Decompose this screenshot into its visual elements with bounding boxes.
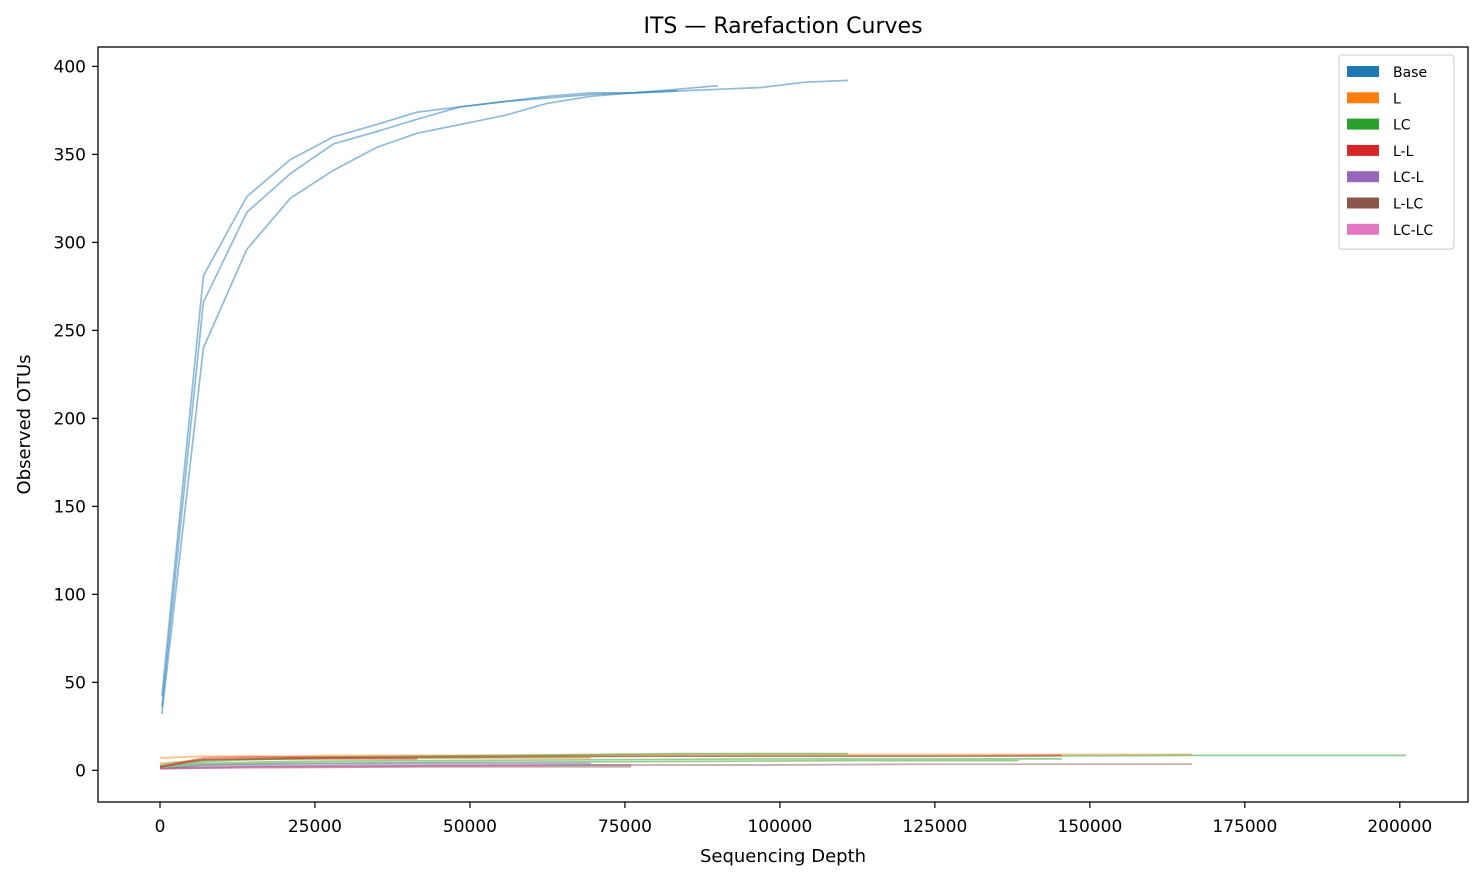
y-tick-label: 200 xyxy=(54,409,86,429)
x-tick-label: 200000 xyxy=(1367,817,1432,837)
legend-swatch-lc-l xyxy=(1347,171,1379,183)
x-axis: 0 25000 50000 75000 100000 125000 150000 175000… xyxy=(155,802,1432,837)
series-line-l-lc-14 xyxy=(159,763,1193,770)
legend-label-base: Base xyxy=(1393,65,1427,81)
legend-label-l: L xyxy=(1393,91,1401,107)
y-tick-label: 100 xyxy=(54,585,86,605)
legend-swatch-l xyxy=(1347,92,1379,104)
series-line-l-l-10 xyxy=(159,754,1063,768)
series-line-base-2 xyxy=(161,90,678,708)
x-tick-label: 0 xyxy=(155,817,166,837)
y-tick-label: 300 xyxy=(54,233,86,253)
series-line-base-1 xyxy=(161,84,718,697)
series-line-lc-lc-16 xyxy=(159,765,548,770)
plot-series-group xyxy=(159,79,1406,770)
x-tick-label: 50000 xyxy=(443,817,497,837)
y-tick-label: 50 xyxy=(64,673,86,693)
series-line-base-3 xyxy=(161,79,849,715)
legend-swatch-lc-lc xyxy=(1347,223,1379,235)
y-axis: 0 50 100 150 200 250 300 350 400 xyxy=(54,57,98,781)
series-line-lc-l-13 xyxy=(159,762,591,770)
x-axis-label: Sequencing Depth xyxy=(700,846,866,867)
x-tick-label: 150000 xyxy=(1057,817,1122,837)
x-tick-label: 100000 xyxy=(747,817,812,837)
chart-title: ITS — Rarefaction Curves xyxy=(643,14,922,39)
legend-swatch-l-l xyxy=(1347,144,1379,156)
legend-label-lc-lc: LC-LC xyxy=(1393,223,1433,239)
y-tick-label: 0 xyxy=(75,761,86,781)
series-line-lc-8 xyxy=(159,758,1062,768)
legend-label-l-l: L-L xyxy=(1393,144,1414,160)
legend-swatch-l-lc xyxy=(1347,197,1379,209)
x-tick-label: 175000 xyxy=(1212,817,1277,837)
x-tick-label: 125000 xyxy=(902,817,967,837)
plot-frame xyxy=(97,46,1469,803)
y-tick-label: 150 xyxy=(54,497,86,517)
x-tick-label: 25000 xyxy=(288,817,342,837)
y-axis-label: Observed OTUs xyxy=(14,354,35,494)
legend-swatch-lc xyxy=(1347,118,1379,130)
legend-label-l-lc: L-LC xyxy=(1393,197,1423,213)
legend-label-lc-l: LC-L xyxy=(1393,170,1424,186)
series-line-l-l-11 xyxy=(159,758,418,768)
legend-label-lc: LC xyxy=(1393,118,1411,134)
x-tick-label: 75000 xyxy=(598,817,652,837)
y-tick-label: 400 xyxy=(54,57,86,77)
legend-swatch-base xyxy=(1347,66,1379,77)
y-tick-label: 350 xyxy=(54,145,86,165)
y-tick-label: 250 xyxy=(54,321,86,341)
legend: Base L LC L-L LC-L L-LC LC-LC xyxy=(1338,54,1455,250)
